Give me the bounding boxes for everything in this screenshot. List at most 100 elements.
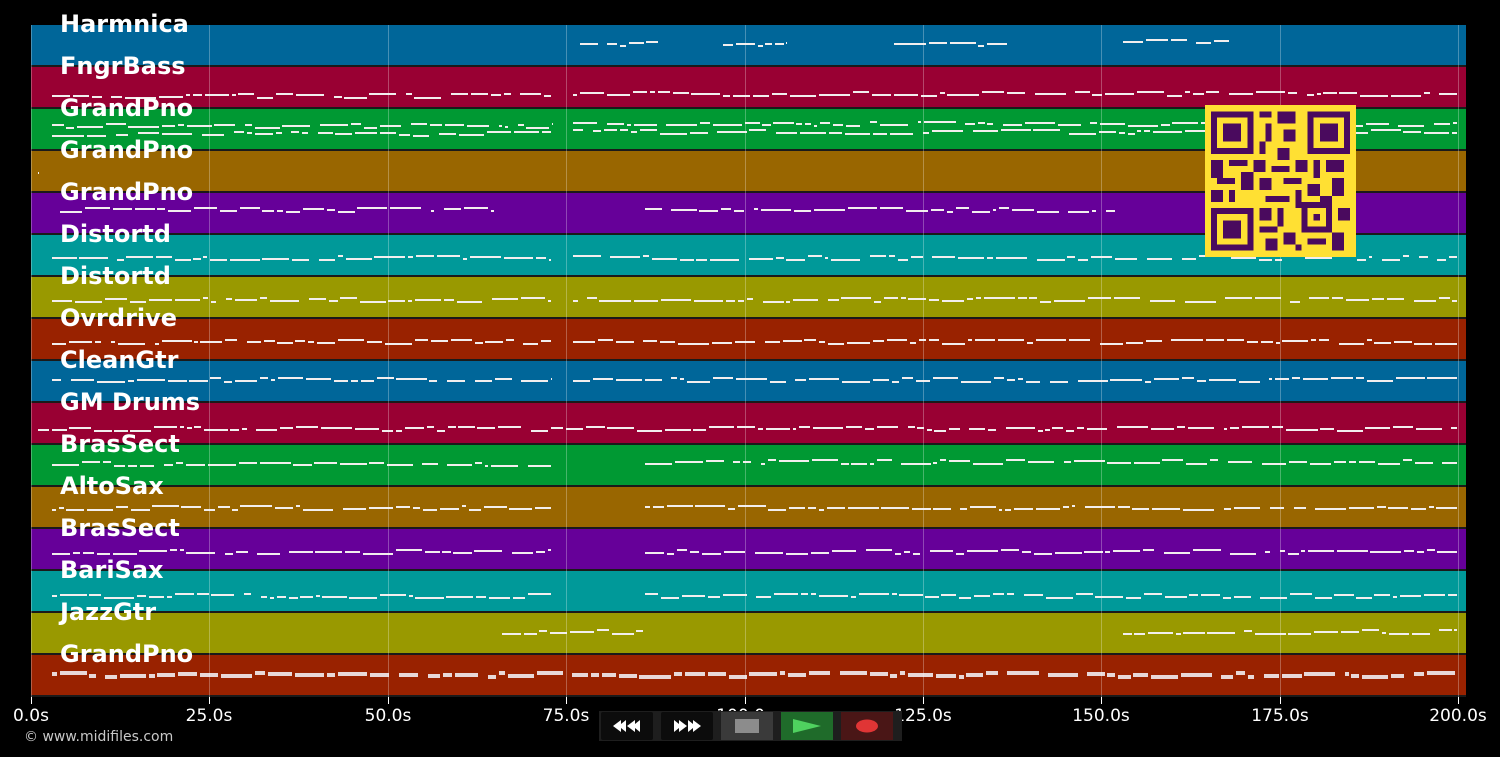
note [1221, 675, 1234, 679]
note [262, 210, 274, 212]
note [1205, 339, 1225, 341]
note [1223, 428, 1227, 430]
note [1427, 549, 1435, 551]
note [117, 343, 146, 345]
note [498, 671, 505, 675]
note [259, 297, 267, 299]
note [1076, 427, 1084, 429]
note [1403, 131, 1422, 133]
note [965, 123, 976, 125]
note [713, 377, 733, 379]
note [161, 340, 192, 342]
note [1333, 461, 1347, 463]
note [52, 429, 67, 431]
note [628, 42, 644, 44]
track-lane[interactable] [31, 445, 1466, 487]
note [819, 595, 848, 597]
fast-forward-button[interactable] [661, 712, 713, 740]
note [696, 259, 707, 261]
note [477, 427, 495, 429]
note [850, 596, 856, 598]
note [899, 594, 923, 596]
note [105, 675, 117, 679]
note [901, 463, 931, 465]
note [799, 426, 810, 428]
note [1439, 93, 1457, 95]
note [1077, 380, 1108, 382]
note [1411, 633, 1430, 635]
note [414, 97, 442, 99]
stop-button[interactable] [721, 712, 773, 740]
note [438, 133, 456, 135]
note [1024, 594, 1043, 596]
note [168, 380, 187, 382]
note [1423, 594, 1446, 596]
track-lane[interactable] [31, 487, 1466, 529]
note [224, 553, 234, 555]
note [1453, 122, 1457, 124]
note [1390, 95, 1422, 97]
track-lane[interactable] [31, 571, 1466, 613]
note [1026, 342, 1034, 344]
play-button[interactable] [781, 712, 833, 740]
note [921, 95, 937, 97]
note [385, 343, 412, 345]
note [1180, 673, 1212, 677]
note [673, 672, 683, 676]
note [966, 673, 983, 677]
note [410, 123, 428, 125]
note [429, 380, 438, 382]
track-lane[interactable] [31, 613, 1466, 655]
note [544, 95, 551, 97]
note [1151, 508, 1181, 510]
track-lane[interactable] [31, 25, 1466, 67]
note [346, 258, 372, 260]
note [1355, 377, 1365, 379]
note [521, 380, 548, 382]
note [690, 132, 708, 134]
note [858, 593, 890, 595]
note [1183, 632, 1205, 634]
track-lane[interactable] [31, 277, 1466, 319]
note [1122, 41, 1144, 43]
note [644, 552, 664, 554]
note [671, 209, 697, 211]
note [1275, 378, 1290, 380]
note [686, 381, 711, 383]
note [1227, 461, 1253, 463]
note [845, 133, 870, 135]
note [501, 633, 522, 635]
note [526, 127, 549, 129]
track-lane[interactable] [31, 655, 1466, 697]
note [677, 343, 710, 345]
note [335, 133, 352, 135]
note [1122, 633, 1132, 635]
note [119, 674, 147, 678]
note [1388, 507, 1409, 509]
note [169, 549, 177, 551]
note [1316, 93, 1321, 95]
note [1029, 297, 1037, 299]
record-button[interactable] [841, 712, 893, 740]
track-lane[interactable] [31, 361, 1466, 403]
note [633, 300, 659, 302]
note [1014, 508, 1034, 510]
note [847, 507, 879, 509]
note [932, 256, 956, 258]
note [396, 378, 427, 380]
note [197, 593, 209, 595]
track-lane[interactable] [31, 403, 1466, 445]
note [644, 506, 650, 508]
track-lane[interactable] [31, 529, 1466, 571]
note [948, 428, 960, 430]
note [1229, 427, 1240, 429]
note [175, 259, 191, 261]
track-lane[interactable] [31, 67, 1466, 109]
note [390, 207, 422, 209]
note [993, 377, 1005, 379]
note [1338, 343, 1365, 345]
note [723, 551, 746, 553]
track-lane[interactable] [31, 319, 1466, 361]
rewind-button[interactable] [601, 712, 653, 740]
note [928, 42, 948, 44]
